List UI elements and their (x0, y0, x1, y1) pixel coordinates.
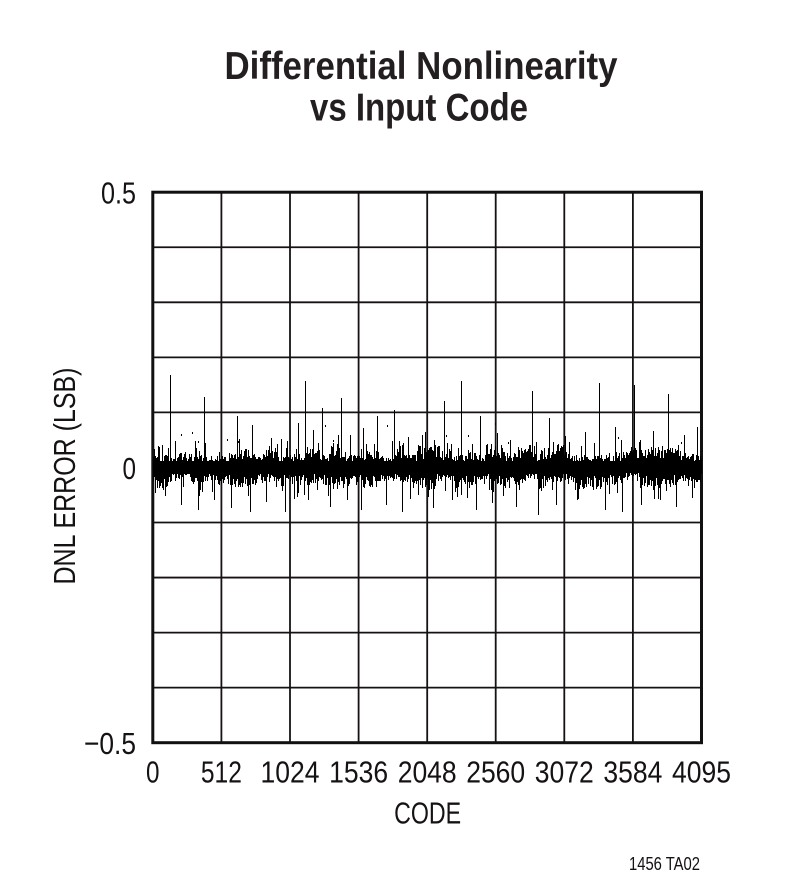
svg-text:0: 0 (146, 755, 160, 790)
svg-text:Differential Nonlinearity: Differential Nonlinearity (225, 45, 618, 88)
svg-text:vs Input Code: vs Input Code (310, 87, 528, 130)
svg-text:3072: 3072 (535, 755, 594, 790)
svg-text:4095: 4095 (672, 755, 731, 790)
svg-text:2560: 2560 (466, 755, 525, 790)
svg-text:1024: 1024 (261, 755, 320, 790)
svg-text:DNL ERROR (LSB): DNL ERROR (LSB) (47, 368, 82, 585)
svg-text:−0.5: −0.5 (84, 726, 136, 761)
svg-text:CODE: CODE (394, 795, 461, 830)
svg-text:0.5: 0.5 (101, 176, 136, 211)
svg-text:1536: 1536 (329, 755, 388, 790)
svg-text:0: 0 (123, 451, 137, 486)
svg-text:3584: 3584 (603, 755, 662, 790)
svg-text:2048: 2048 (398, 755, 457, 790)
svg-text:512: 512 (201, 755, 242, 790)
svg-text:1456 TA02: 1456 TA02 (629, 854, 700, 874)
